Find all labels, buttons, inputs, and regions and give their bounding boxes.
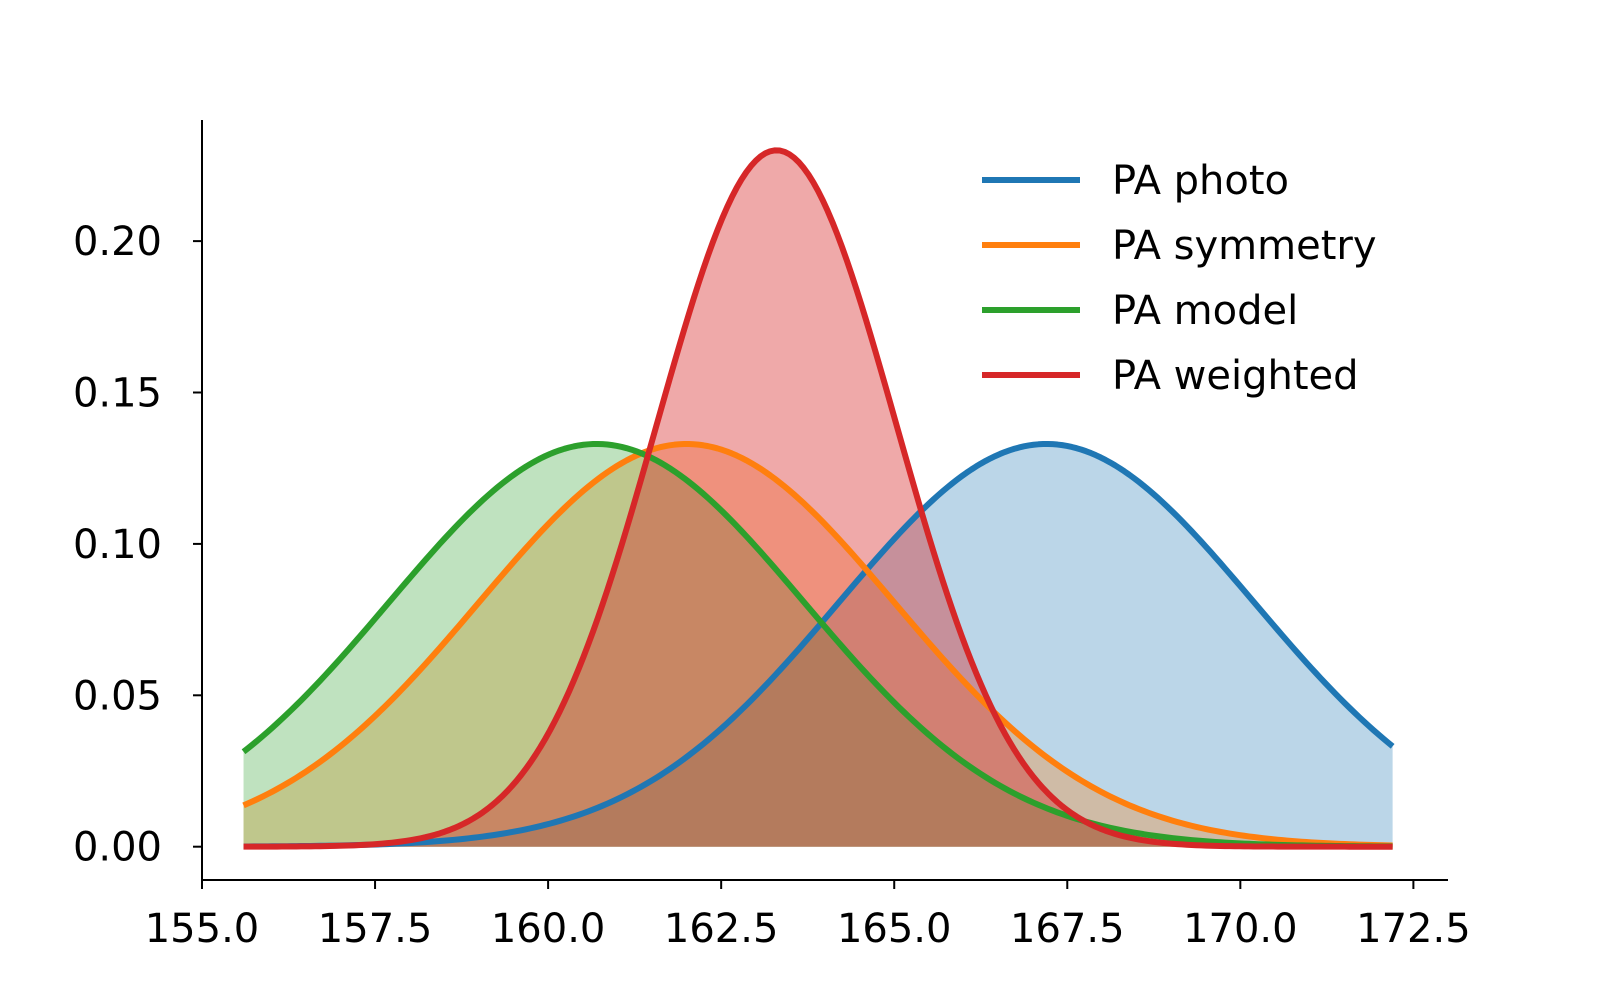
legend-label-pa-symmetry: PA symmetry xyxy=(1112,223,1377,269)
legend-label-pa-model: PA model xyxy=(1112,288,1298,334)
y-ticks: 0.00 0.05 0.10 0.15 0.20 xyxy=(73,219,202,871)
legend-label-pa-photo: PA photo xyxy=(1112,158,1289,204)
y-tick-label: 0.00 xyxy=(73,825,162,871)
series-line-pa-weighted xyxy=(243,147,1393,850)
x-ticks: 155.0 157.5 160.0 162.5 165.0 167.5 170.0 172.5 xyxy=(145,880,1471,952)
series-fill-pa-weighted xyxy=(243,150,1393,847)
legend-label-pa-weighted: PA weighted xyxy=(1112,353,1359,399)
x-tick-label: 167.5 xyxy=(1010,906,1125,952)
series-fill-pa-photo xyxy=(243,443,1393,847)
x-tick-label: 162.5 xyxy=(664,906,779,952)
y-tick-label: 0.10 xyxy=(73,522,162,568)
x-tick-label: 157.5 xyxy=(318,906,433,952)
series-lines xyxy=(241,147,1395,850)
series-line-pa-model xyxy=(241,440,1393,850)
y-tick-label: 0.05 xyxy=(73,673,162,719)
x-tick-label: 160.0 xyxy=(491,906,606,952)
legend: PA photo PA symmetry PA model PA weighted xyxy=(982,158,1377,399)
y-tick-label: 0.20 xyxy=(73,219,162,265)
x-tick-label: 155.0 xyxy=(145,906,260,952)
y-tick-label: 0.15 xyxy=(73,371,162,417)
x-tick-label: 170.0 xyxy=(1183,906,1298,952)
x-tick-label: 172.5 xyxy=(1356,906,1471,952)
series-line-pa-symmetry xyxy=(242,441,1393,849)
x-tick-label: 165.0 xyxy=(837,906,952,952)
series-line-pa-photo xyxy=(243,440,1395,850)
